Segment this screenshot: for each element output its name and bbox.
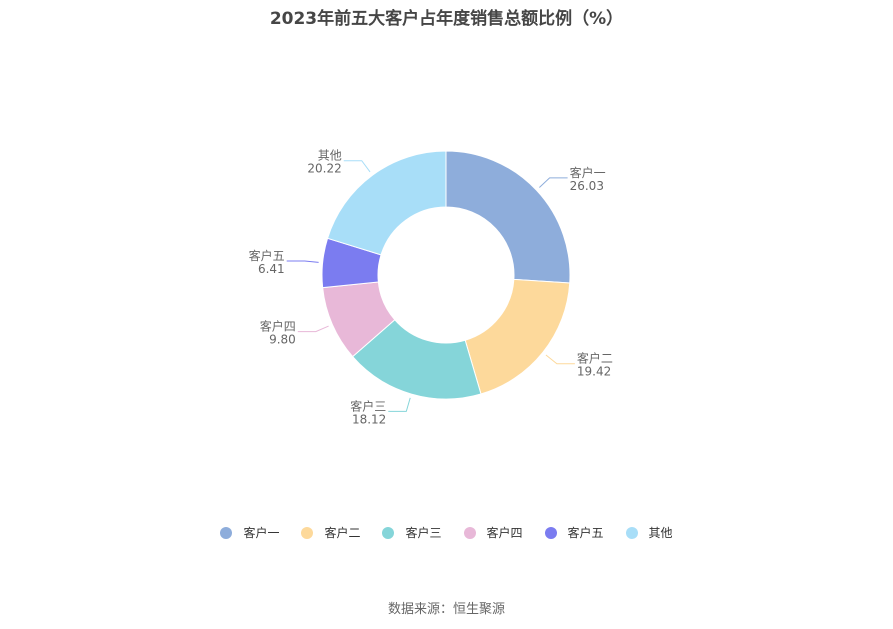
slice-value-label: 19.42 <box>577 365 611 379</box>
legend-item-4[interactable]: 客户四 <box>463 524 523 541</box>
chart-title: 2023年前五大客户占年度销售总额比例（%） <box>269 9 624 29</box>
slice-name-label: 客户二 <box>577 351 613 366</box>
legend-marker <box>382 526 395 539</box>
slice-1[interactable] <box>445 150 571 284</box>
slice-name-label: 客户五 <box>249 248 285 263</box>
legend-label: 客户五 <box>567 526 604 540</box>
slice-6[interactable] <box>326 150 447 256</box>
slice-value-label: 20.22 <box>307 162 341 176</box>
slice-name-label: 其他 <box>318 149 342 163</box>
legend-label: 客户二 <box>324 526 361 540</box>
legend-label: 其他 <box>648 526 673 540</box>
leader-line-6 <box>343 160 371 173</box>
legend-marker <box>220 526 233 539</box>
legend-item-1[interactable]: 客户一 <box>220 524 279 541</box>
leader-line-2 <box>545 354 575 365</box>
slice-2[interactable] <box>464 278 571 395</box>
slice-name-label: 客户三 <box>350 398 386 413</box>
slice-name-label: 客户一 <box>570 165 606 180</box>
legend-label: 客户三 <box>405 526 442 540</box>
slice-value-label: 9.80 <box>269 333 296 347</box>
chart-legend: 客户一 客户二 客户三 客户四 客户五 其他 <box>0 524 893 541</box>
legend-item-2[interactable]: 客户二 <box>301 524 360 541</box>
legend-label: 客户一 <box>243 526 280 540</box>
slice-value-label: 18.12 <box>352 412 386 426</box>
slice-name-label: 客户四 <box>260 319 296 334</box>
slice-value-label: 6.41 <box>258 262 285 276</box>
leader-line-4 <box>297 325 329 333</box>
slice-value-label: 26.03 <box>570 179 604 193</box>
legend-item-6[interactable]: 其他 <box>625 524 673 541</box>
legend-marker <box>544 526 557 539</box>
legend-item-3[interactable]: 客户三 <box>382 524 442 541</box>
legend-marker <box>625 526 638 539</box>
legend-marker <box>463 526 476 539</box>
leader-line-1 <box>539 177 568 188</box>
source-note: 数据来源：恒生聚源 <box>387 602 505 617</box>
leader-line-3 <box>388 397 411 412</box>
legend-marker <box>301 526 314 539</box>
legend-label: 客户四 <box>486 526 523 540</box>
legend-item-5[interactable]: 客户五 <box>544 524 604 541</box>
leader-line-5 <box>286 260 319 263</box>
